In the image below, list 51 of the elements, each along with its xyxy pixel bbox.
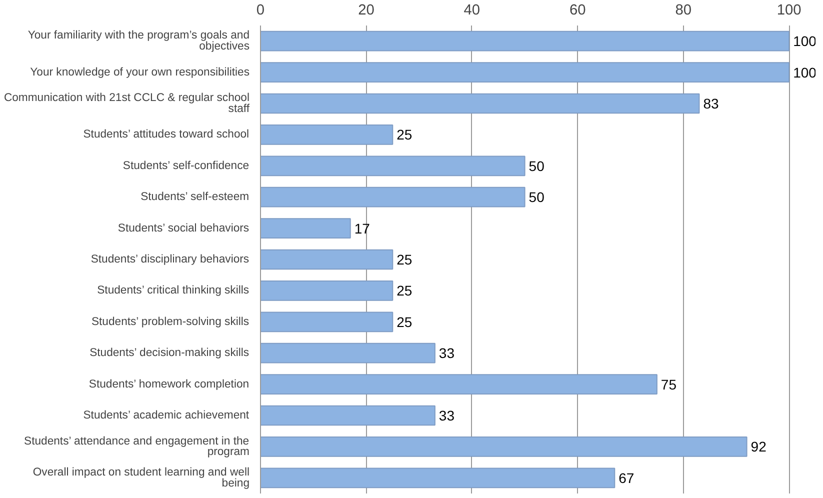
x-tick-label: 40: [464, 2, 480, 18]
y-tick-label: Students’ academic achievement: [83, 410, 250, 422]
bar: [260, 93, 700, 114]
bar: [260, 436, 748, 457]
y-tick-label: Students’ social behaviors: [118, 222, 250, 234]
bar: [260, 218, 351, 238]
bar: [260, 124, 394, 145]
bar: [260, 62, 790, 82]
y-tick-label: Students’ self-confidence: [122, 160, 250, 172]
data-label: 25: [396, 314, 412, 330]
bar: [260, 374, 658, 394]
y-tick-label: Students’ homework completion: [88, 378, 250, 390]
y-tick-label: Students’ attendance and engagement in the program: [24, 435, 250, 458]
data-label: 92: [750, 438, 767, 455]
x-tick-label: 60: [569, 2, 586, 18]
bar: [260, 249, 394, 270]
bar: [260, 312, 394, 332]
data-label: 50: [528, 189, 545, 206]
x-tick-label: 20: [358, 2, 374, 18]
bar: [260, 156, 526, 176]
data-label: 33: [438, 408, 455, 424]
y-tick-label: Students’ problem-solving skills: [91, 316, 250, 328]
data-label: 50: [528, 158, 545, 174]
y-tick-label: Students’ self-esteem: [140, 191, 250, 204]
bar: [260, 405, 436, 426]
data-label: 100: [793, 33, 817, 50]
data-label: 25: [396, 282, 412, 299]
x-tick-label: 0: [256, 2, 265, 18]
bar: [260, 280, 394, 301]
x-tick-label: 100: [776, 2, 802, 18]
data-label: 67: [618, 470, 634, 486]
bar: [260, 186, 526, 208]
x-tick-label: 80: [675, 2, 692, 18]
data-label: 25: [396, 252, 412, 268]
data-label: 75: [660, 376, 677, 392]
bar: [260, 30, 790, 52]
y-tick-label: Students’ attitudes toward school: [83, 128, 250, 141]
y-tick-label: Overall impact on student learning and well being: [32, 466, 250, 490]
y-tick-label: Students’ decision-making skills: [90, 347, 250, 360]
data-label: 33: [438, 345, 455, 362]
y-tick-label: Students’ disciplinary behaviors: [90, 254, 250, 266]
y-tick-label: Your knowledge of your own responsibilities: [30, 66, 250, 78]
bar: [260, 342, 436, 364]
y-tick-label: Communication with 21st CCLC & regular school staff: [4, 92, 250, 115]
y-tick-label: Students’ critical thinking skills: [97, 284, 250, 297]
data-label: 83: [703, 96, 719, 112]
y-tick-label: Your familiarity with the program’s goals and objectives: [28, 30, 250, 52]
data-label: 100: [793, 64, 817, 80]
data-label: 17: [354, 220, 370, 236]
bar: [260, 468, 616, 488]
data-label: 25: [396, 126, 412, 143]
